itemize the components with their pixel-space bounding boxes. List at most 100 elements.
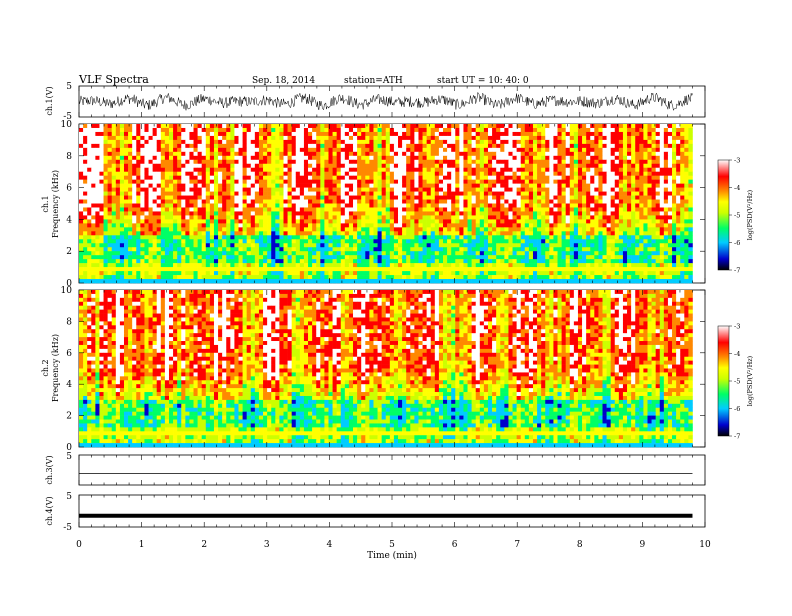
spectrogram-cell [402,203,407,208]
spectrogram-cell [504,139,509,145]
spectrogram-cell [655,171,661,176]
spectrogram-cell [234,179,239,184]
spectrogram-cell [606,231,611,236]
spectrogram-cell [622,187,628,192]
spectrogram-cell [365,155,370,161]
spectrogram-cell [234,215,239,220]
spectrogram-cell [422,147,427,153]
spectrogram-cell [684,139,689,145]
spectrogram-cell [373,219,378,224]
spectrogram-cell [422,151,427,157]
spectrogram-cell [328,159,333,165]
spectrogram-cell [541,211,546,216]
spectrogram-cell [279,163,284,169]
spectrogram-cell [631,187,636,192]
spectrogram-cell [422,215,427,220]
spectrogram-cell [602,191,607,196]
spectrogram-cell [541,247,546,252]
spectrogram-cell [357,183,362,188]
spectrogram-cell [308,135,313,141]
spectrogram-cell [348,215,354,220]
spectrogram-cell [434,215,440,220]
spectrogram-cell [496,215,501,220]
spectrogram-cell [123,243,129,248]
spectrogram-cell [79,243,84,248]
spectrogram-cell [451,143,456,149]
spectrogram-cell [164,147,170,153]
spectrogram-cell [553,223,558,228]
spectrogram-cell [475,195,481,200]
spectrogram-cell [532,131,538,137]
spectrogram-cell [680,199,685,204]
spectrogram-cell [254,135,260,141]
spectrogram-cell [168,155,174,161]
spectrogram-cell [242,183,247,188]
spectrogram-cell [332,167,337,172]
spectrogram-cell [447,139,452,145]
spectrogram-cell [103,199,108,204]
spectrogram-cell [160,219,166,224]
spectrogram-cell [242,159,247,165]
spectrogram-cell [291,231,297,236]
spectrogram-cell [496,219,501,224]
spectrogram-cell [173,171,178,176]
spectrogram-cell [246,227,252,232]
spectrogram-cell [688,155,693,161]
spectrogram-cell [622,139,628,145]
spectrogram-cell [422,219,427,224]
spectrogram-cell [291,211,297,216]
spectrogram-cell [524,251,530,256]
spectrogram-cell [573,243,579,248]
spectrogram-cell [627,223,632,228]
spectrogram-cell [218,139,223,145]
spectrogram-cell [655,203,661,208]
spectrogram-cell [475,139,481,145]
spectrogram-cell [586,179,591,184]
spectrogram-cell [234,163,239,169]
spectrogram-cell [622,191,628,196]
spectrogram-cell [455,187,460,192]
spectrogram-cell [377,243,382,248]
spectrogram-cell [479,223,485,228]
spectrogram-cell [111,227,117,232]
spectrogram-cell [557,211,562,216]
spectrogram-cell [128,151,133,157]
spectrogram-cell [107,155,113,161]
spectrogram-cell [258,207,264,212]
spectrogram-cell [295,247,301,252]
spectrogram-cell [263,251,268,256]
spectrogram-cell [103,187,108,192]
spectrogram-cell [275,179,280,184]
spectrogram-cell [283,163,288,169]
spectrogram-cell [348,163,354,169]
spectrogram-cell [132,167,137,172]
spectrogram-cell [373,235,378,240]
spectrogram-cell [667,227,673,232]
spectrogram-cell [627,207,632,212]
spectrogram-cell [213,207,219,212]
spectrogram-cell [459,251,464,256]
spectrogram-cell [254,207,260,212]
spectrogram-cell [173,131,178,137]
spectrogram-cell [651,207,656,212]
spectrogram-cell [434,163,440,169]
spectrogram-cell [132,235,137,240]
spectrogram-cell [520,239,526,244]
spectrogram-cell [181,179,186,184]
spectrogram-cell [324,195,329,200]
spectrogram-cell [156,187,162,192]
spectrogram-cell [688,199,693,204]
spectrogram-cell [144,151,149,157]
ch1-ytick-bottom: -5 [63,112,72,122]
spectrogram-cell [512,247,517,252]
spectrogram-cell [267,147,272,153]
spectrogram-cell [426,151,432,157]
spectrogram-cell [622,147,628,153]
spectrogram-cell [79,159,84,165]
spectrogram-cell [279,151,284,157]
spectrogram-cell [520,243,526,248]
spectrogram-cell [438,223,444,228]
spectrogram-cell [598,231,603,236]
spectrogram-cell [320,243,325,248]
spectrogram-cell [614,239,620,244]
